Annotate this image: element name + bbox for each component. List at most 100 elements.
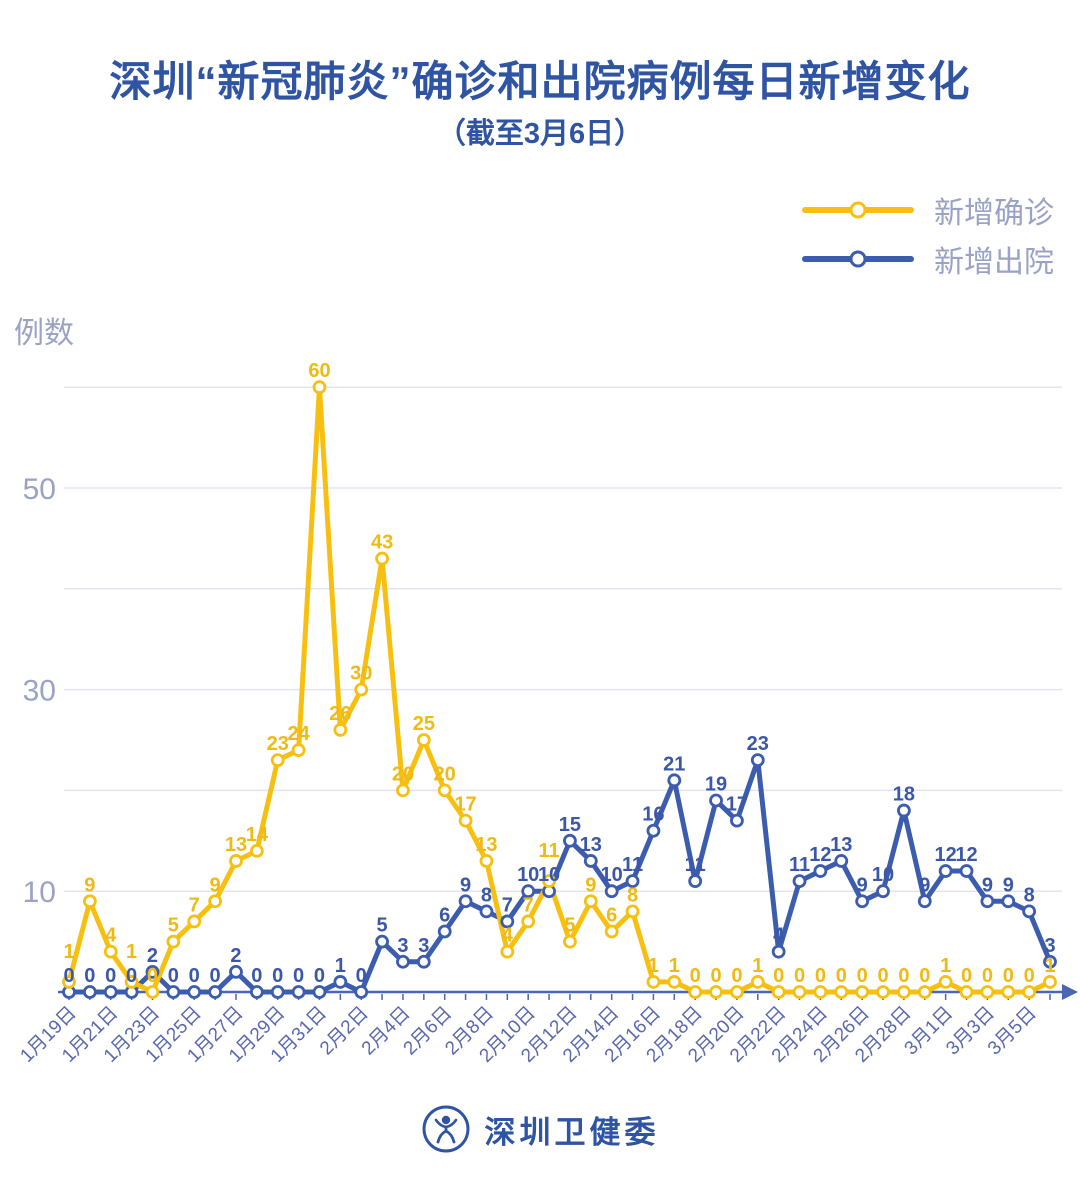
point-label: 7 — [523, 894, 534, 916]
data-point — [208, 985, 223, 999]
data-point — [688, 874, 703, 889]
point-label: 30 — [350, 663, 372, 685]
point-label: 9 — [857, 874, 868, 896]
data-point — [333, 975, 348, 989]
point-label: 12 — [955, 844, 977, 866]
data-point — [354, 682, 369, 697]
point-label: 18 — [893, 784, 915, 806]
data-point — [583, 854, 598, 868]
point-label: 10 — [601, 864, 623, 886]
data-point — [917, 894, 932, 909]
point-label: 9 — [919, 874, 930, 896]
y-tick-label: 30 — [23, 675, 56, 708]
point-label: 0 — [272, 965, 283, 987]
data-point — [604, 884, 619, 899]
point-label: 0 — [63, 965, 74, 987]
point-label: 0 — [961, 965, 972, 987]
data-point — [980, 894, 995, 909]
point-label: 14 — [246, 824, 269, 846]
point-label: 11 — [685, 854, 706, 876]
point-label: 0 — [251, 965, 262, 987]
point-label: 0 — [126, 965, 137, 987]
point-label: 0 — [293, 965, 304, 987]
point-label: 9 — [460, 874, 471, 896]
data-point — [166, 985, 181, 999]
data-point — [82, 985, 97, 999]
point-label: 0 — [731, 965, 742, 987]
data-point — [500, 914, 515, 929]
point-label: 10 — [538, 864, 560, 886]
confirmed-line-swatch — [802, 201, 914, 219]
data-point — [229, 854, 243, 868]
data-point — [479, 904, 494, 919]
point-label: 0 — [1024, 965, 1035, 987]
data-point — [333, 723, 348, 737]
point-label: 1 — [752, 955, 763, 977]
point-label: 7 — [502, 894, 513, 916]
data-point — [521, 914, 536, 929]
data-point — [813, 985, 828, 999]
point-label: 0 — [1003, 965, 1014, 987]
data-point — [625, 874, 640, 889]
data-point — [834, 985, 849, 999]
point-label: 0 — [84, 965, 95, 987]
point-label: 1 — [669, 955, 680, 977]
point-label: 11 — [789, 854, 810, 876]
confirmed-marker-icon — [849, 201, 867, 219]
point-label: 17 — [726, 794, 748, 816]
data-point — [208, 894, 223, 909]
point-label: 1 — [648, 955, 659, 977]
data-point — [82, 894, 97, 909]
point-label: 26 — [329, 703, 351, 725]
page-subtitle: （截至3月6日） — [436, 118, 644, 150]
point-label: 13 — [830, 834, 852, 856]
point-label: 0 — [690, 965, 701, 987]
data-point — [458, 894, 473, 909]
point-label: 13 — [475, 834, 497, 856]
point-label: 0 — [877, 965, 888, 987]
data-point — [583, 894, 598, 909]
data-point — [938, 975, 953, 989]
data-point — [416, 733, 431, 747]
point-label: 20 — [434, 763, 456, 785]
data-point — [917, 985, 932, 999]
data-point — [375, 551, 389, 566]
data-point — [500, 944, 515, 959]
point-label: 9 — [210, 874, 221, 896]
data-point — [563, 934, 577, 949]
data-point — [646, 823, 661, 838]
footer-brand-text: 深圳卫健委 — [484, 1114, 660, 1150]
point-label: 0 — [898, 965, 909, 987]
data-point — [291, 743, 306, 757]
point-label: 23 — [267, 733, 289, 755]
data-point — [479, 854, 494, 868]
data-point — [145, 964, 160, 979]
data-point — [145, 985, 160, 999]
data-point — [354, 985, 369, 999]
point-label: 0 — [314, 965, 325, 987]
data-point — [187, 985, 202, 999]
point-label: 0 — [982, 965, 993, 987]
point-label: 9 — [1003, 874, 1014, 896]
data-point — [980, 985, 995, 999]
data-point — [229, 964, 243, 979]
point-label: 0 — [356, 965, 367, 987]
y-tick-label: 50 — [23, 473, 56, 506]
page-title: 深圳“新冠肺炎”确诊和出院病例每日新增变化 — [109, 58, 971, 105]
chart-legend: 新增确诊 新增出院 — [802, 194, 1054, 279]
point-label: 0 — [710, 965, 721, 987]
point-label: 0 — [168, 965, 179, 987]
point-label: 10 — [517, 864, 539, 886]
point-label: 3 — [418, 935, 429, 957]
shenzhen-health-commission-logo-icon — [422, 1105, 469, 1153]
data-point — [1001, 985, 1016, 999]
data-point — [709, 793, 723, 808]
data-point — [792, 985, 807, 999]
data-point — [855, 894, 870, 909]
point-label: 13 — [580, 834, 602, 856]
discharged-marker-icon — [849, 250, 867, 268]
legend-item-discharged: 新增出院 — [802, 243, 1054, 279]
legend-item-confirmed: 新增确诊 — [802, 194, 1054, 230]
data-point — [187, 914, 202, 929]
point-label: 19 — [705, 773, 727, 795]
